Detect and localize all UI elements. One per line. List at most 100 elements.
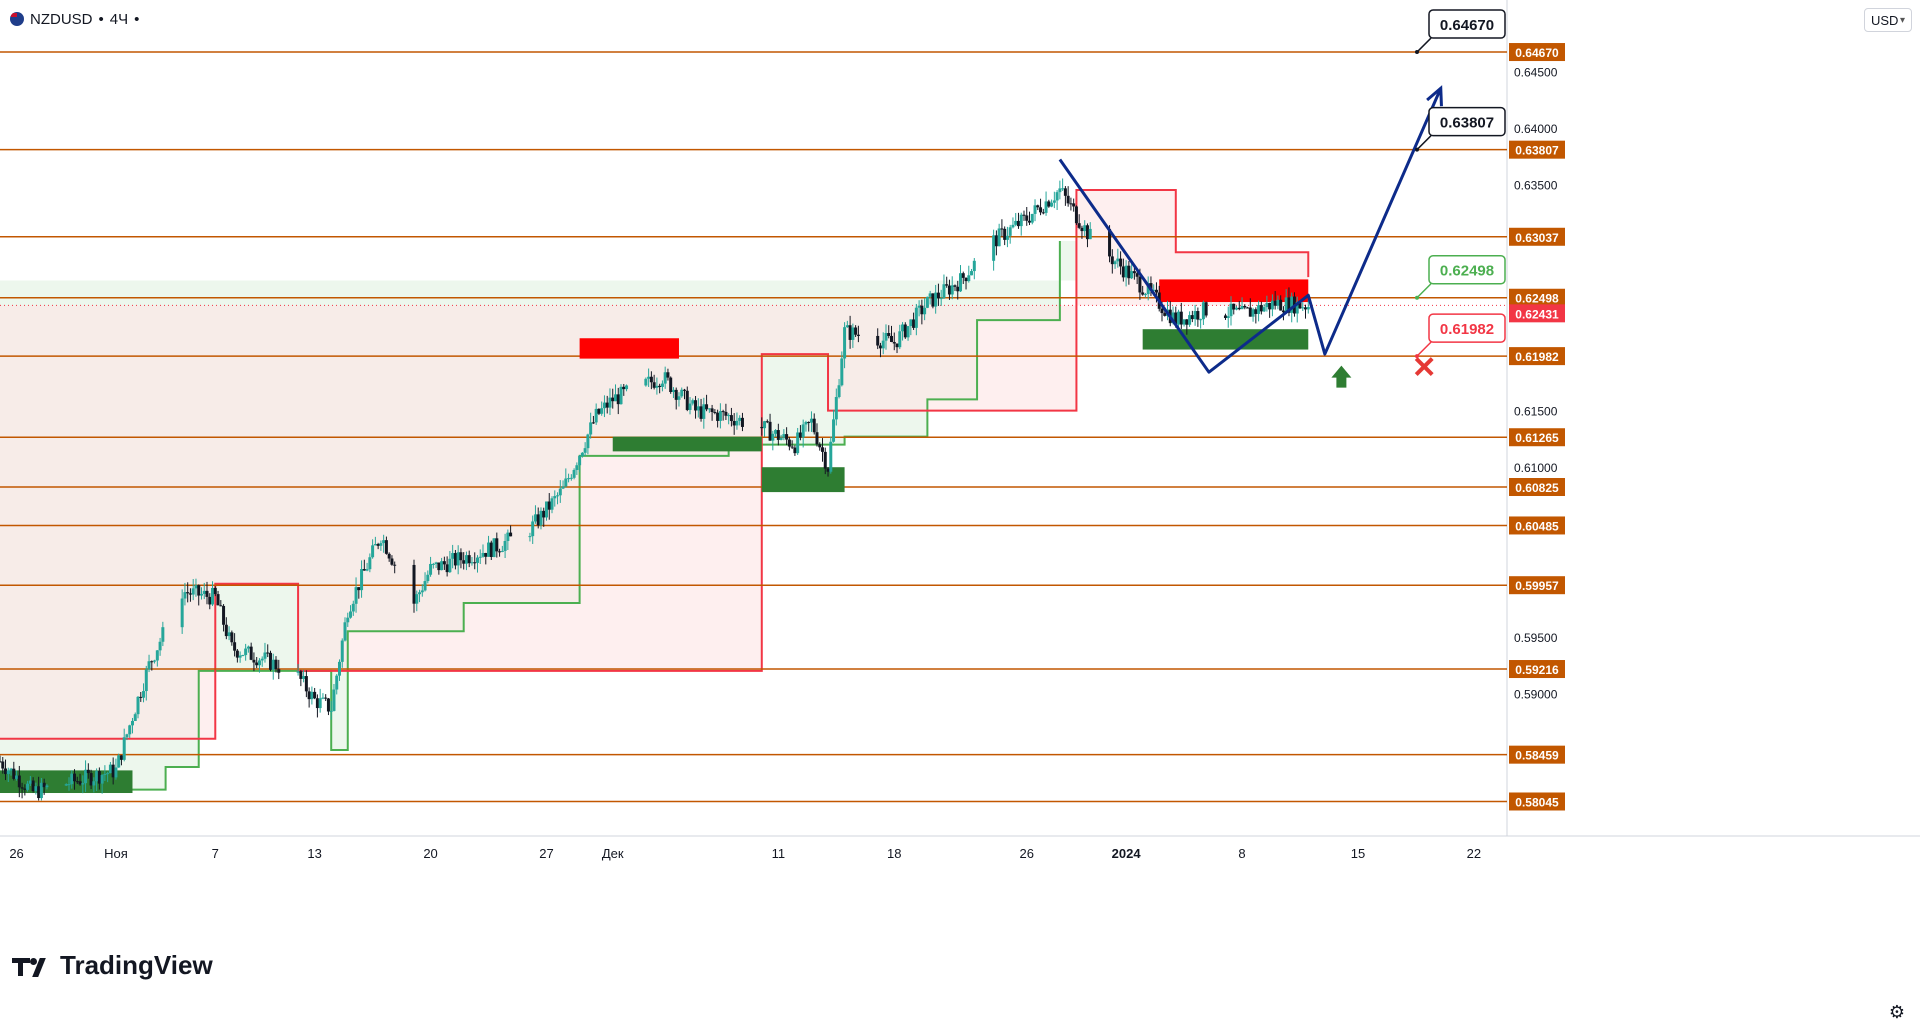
currency-select[interactable]: USD ▾ (1864, 8, 1912, 32)
candle-body (1179, 311, 1183, 325)
currency-label: USD (1871, 12, 1899, 28)
candle-body (211, 587, 215, 605)
price-tick-label: 0.64000 (1514, 122, 1558, 136)
current-price-tag (1509, 304, 1565, 323)
candle-body (9, 768, 13, 771)
candle-body (1005, 235, 1009, 240)
candle-body (1028, 220, 1032, 223)
candle-body (992, 235, 996, 261)
candle-body (1044, 201, 1048, 213)
candle-body (106, 773, 110, 775)
candle-body (829, 441, 833, 472)
candle-body (1130, 271, 1134, 279)
candle-body (1055, 192, 1059, 201)
price-tick-label: 0.61500 (1514, 405, 1558, 419)
candle-body (914, 307, 918, 328)
candle-body (194, 585, 198, 589)
candle-body (158, 641, 162, 651)
candle-body (1124, 265, 1128, 278)
candle-body (1149, 283, 1153, 291)
separator: • (134, 10, 140, 28)
candle-body (302, 676, 306, 679)
callout-box (1428, 254, 1506, 285)
candle-body (881, 340, 885, 349)
candle-body (197, 585, 201, 596)
candle-body (1121, 266, 1125, 278)
candle-body (923, 307, 927, 315)
candle-body (108, 764, 112, 774)
gear-icon[interactable]: ⚙ (1888, 1002, 1906, 1022)
candle-body (191, 588, 195, 595)
callout-anchor (1415, 354, 1419, 359)
price-tick-label: 0.59500 (1514, 631, 1558, 645)
candle-body (906, 326, 910, 338)
candle-body (139, 696, 143, 698)
candle-body (903, 324, 907, 338)
candle-body (1262, 307, 1266, 312)
candle-body (371, 545, 375, 558)
level-price-tag (1509, 43, 1565, 62)
candle-body (660, 383, 664, 387)
candle-body (1, 761, 5, 769)
candle-body (550, 498, 554, 510)
candle-body (1235, 307, 1239, 310)
candle-body (235, 650, 239, 658)
candle-body (453, 553, 457, 566)
candle-body (373, 544, 377, 546)
candle-body (475, 557, 479, 563)
candle-body (583, 448, 587, 453)
candle-body (114, 767, 118, 778)
level-price-label: 0.64670 (1515, 46, 1559, 60)
candle-body (1259, 305, 1263, 312)
candle-body (1301, 307, 1305, 309)
candle-body (1143, 294, 1147, 296)
candle-body (1160, 308, 1164, 314)
callout-leader (1416, 37, 1432, 53)
time-tick-label: 20 (423, 846, 437, 861)
candle-body (1279, 299, 1283, 311)
candle-body (1273, 300, 1277, 306)
candle-body (561, 486, 565, 489)
candle-body (732, 421, 736, 426)
candle-body (313, 691, 317, 699)
candle-body (939, 298, 943, 300)
watermark-text: TradingView (60, 950, 213, 980)
level-price-label: 0.58045 (1515, 795, 1559, 809)
candle-body (787, 439, 791, 447)
candle-body (1003, 228, 1007, 240)
candle-body (144, 669, 148, 692)
candle-body (390, 558, 394, 565)
candle-body (100, 775, 104, 784)
candle-body (97, 771, 101, 784)
candle-body (128, 725, 132, 735)
timeframe-label[interactable]: 4Ч (109, 10, 129, 28)
candle-body (249, 646, 253, 660)
candle-body (150, 661, 154, 663)
candle-body (547, 501, 551, 510)
candle-body (710, 408, 714, 413)
candle-body (271, 659, 275, 670)
callout-label: 0.62498 (1440, 263, 1494, 280)
candle-body (202, 590, 206, 594)
candle-body (86, 769, 90, 774)
callout-anchor (1415, 147, 1419, 152)
candle-body (412, 564, 416, 604)
candle-body (798, 432, 802, 438)
candle-body (851, 327, 855, 340)
level-price-label: 0.61982 (1515, 350, 1559, 364)
candle-body (227, 632, 231, 637)
candle-body (658, 385, 662, 387)
candle-body (130, 720, 134, 726)
level-price-tag (1509, 347, 1565, 366)
candle-body (506, 532, 510, 542)
symbol-header[interactable]: NZDUSD • 4Ч • (10, 8, 139, 30)
supertrend-down-line (0, 189, 1310, 740)
candle-body (666, 372, 670, 378)
candle-body (257, 660, 261, 666)
time-tick-label: 15 (1351, 846, 1365, 861)
candle-body (136, 696, 140, 715)
candle-body (464, 555, 468, 564)
tradingview-watermark: TradingView (12, 950, 213, 981)
